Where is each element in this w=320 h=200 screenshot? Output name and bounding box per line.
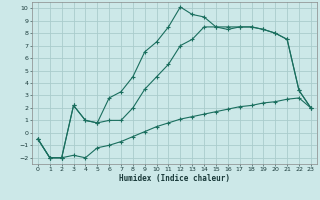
X-axis label: Humidex (Indice chaleur): Humidex (Indice chaleur) <box>119 174 230 183</box>
